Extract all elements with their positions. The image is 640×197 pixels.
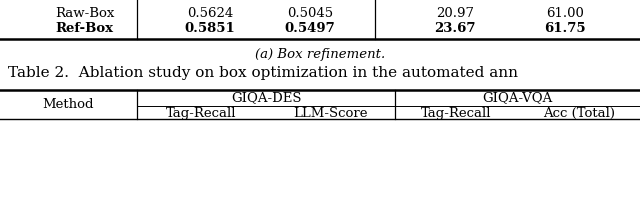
Text: GIQA-VQA: GIQA-VQA (483, 91, 552, 104)
Text: GIQA-DES: GIQA-DES (231, 91, 301, 104)
Text: 0.5045: 0.5045 (287, 7, 333, 20)
Text: Tag-Recall: Tag-Recall (166, 107, 237, 120)
Text: 0.5497: 0.5497 (285, 21, 335, 34)
Text: Table 2.  Ablation study on box optimization in the automated ann: Table 2. Ablation study on box optimizat… (8, 66, 518, 80)
Text: Tag-Recall: Tag-Recall (421, 107, 492, 120)
Text: 20.97: 20.97 (436, 7, 474, 20)
Text: 61.75: 61.75 (544, 21, 586, 34)
Text: Raw-Box: Raw-Box (55, 7, 115, 20)
Text: (a) Box refinement.: (a) Box refinement. (255, 47, 385, 60)
Text: 0.5851: 0.5851 (184, 21, 236, 34)
Text: 0.5624: 0.5624 (187, 7, 233, 20)
Text: Method: Method (42, 98, 93, 111)
Text: LLM-Score: LLM-Score (293, 107, 368, 120)
Text: 61.00: 61.00 (546, 7, 584, 20)
Text: Ref-Box: Ref-Box (55, 21, 113, 34)
Text: Acc (Total): Acc (Total) (543, 107, 615, 120)
Text: 23.67: 23.67 (435, 21, 476, 34)
